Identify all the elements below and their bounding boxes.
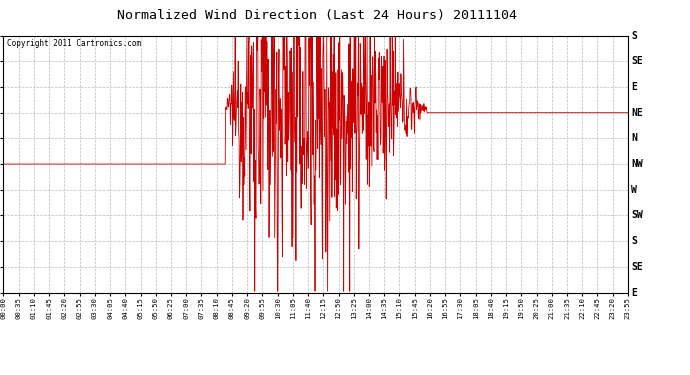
Text: E: E	[631, 288, 638, 297]
Text: Normalized Wind Direction (Last 24 Hours) 20111104: Normalized Wind Direction (Last 24 Hours…	[117, 9, 518, 22]
Text: SE: SE	[631, 56, 643, 66]
Text: SW: SW	[631, 210, 643, 220]
Text: NW: NW	[631, 159, 643, 169]
Text: N: N	[631, 134, 638, 143]
Text: SE: SE	[631, 262, 643, 272]
Text: W: W	[631, 185, 638, 195]
Text: S: S	[631, 31, 638, 40]
Text: S: S	[631, 236, 638, 246]
Text: NE: NE	[631, 108, 643, 118]
Text: Copyright 2011 Cartronics.com: Copyright 2011 Cartronics.com	[7, 39, 141, 48]
Text: E: E	[631, 82, 638, 92]
